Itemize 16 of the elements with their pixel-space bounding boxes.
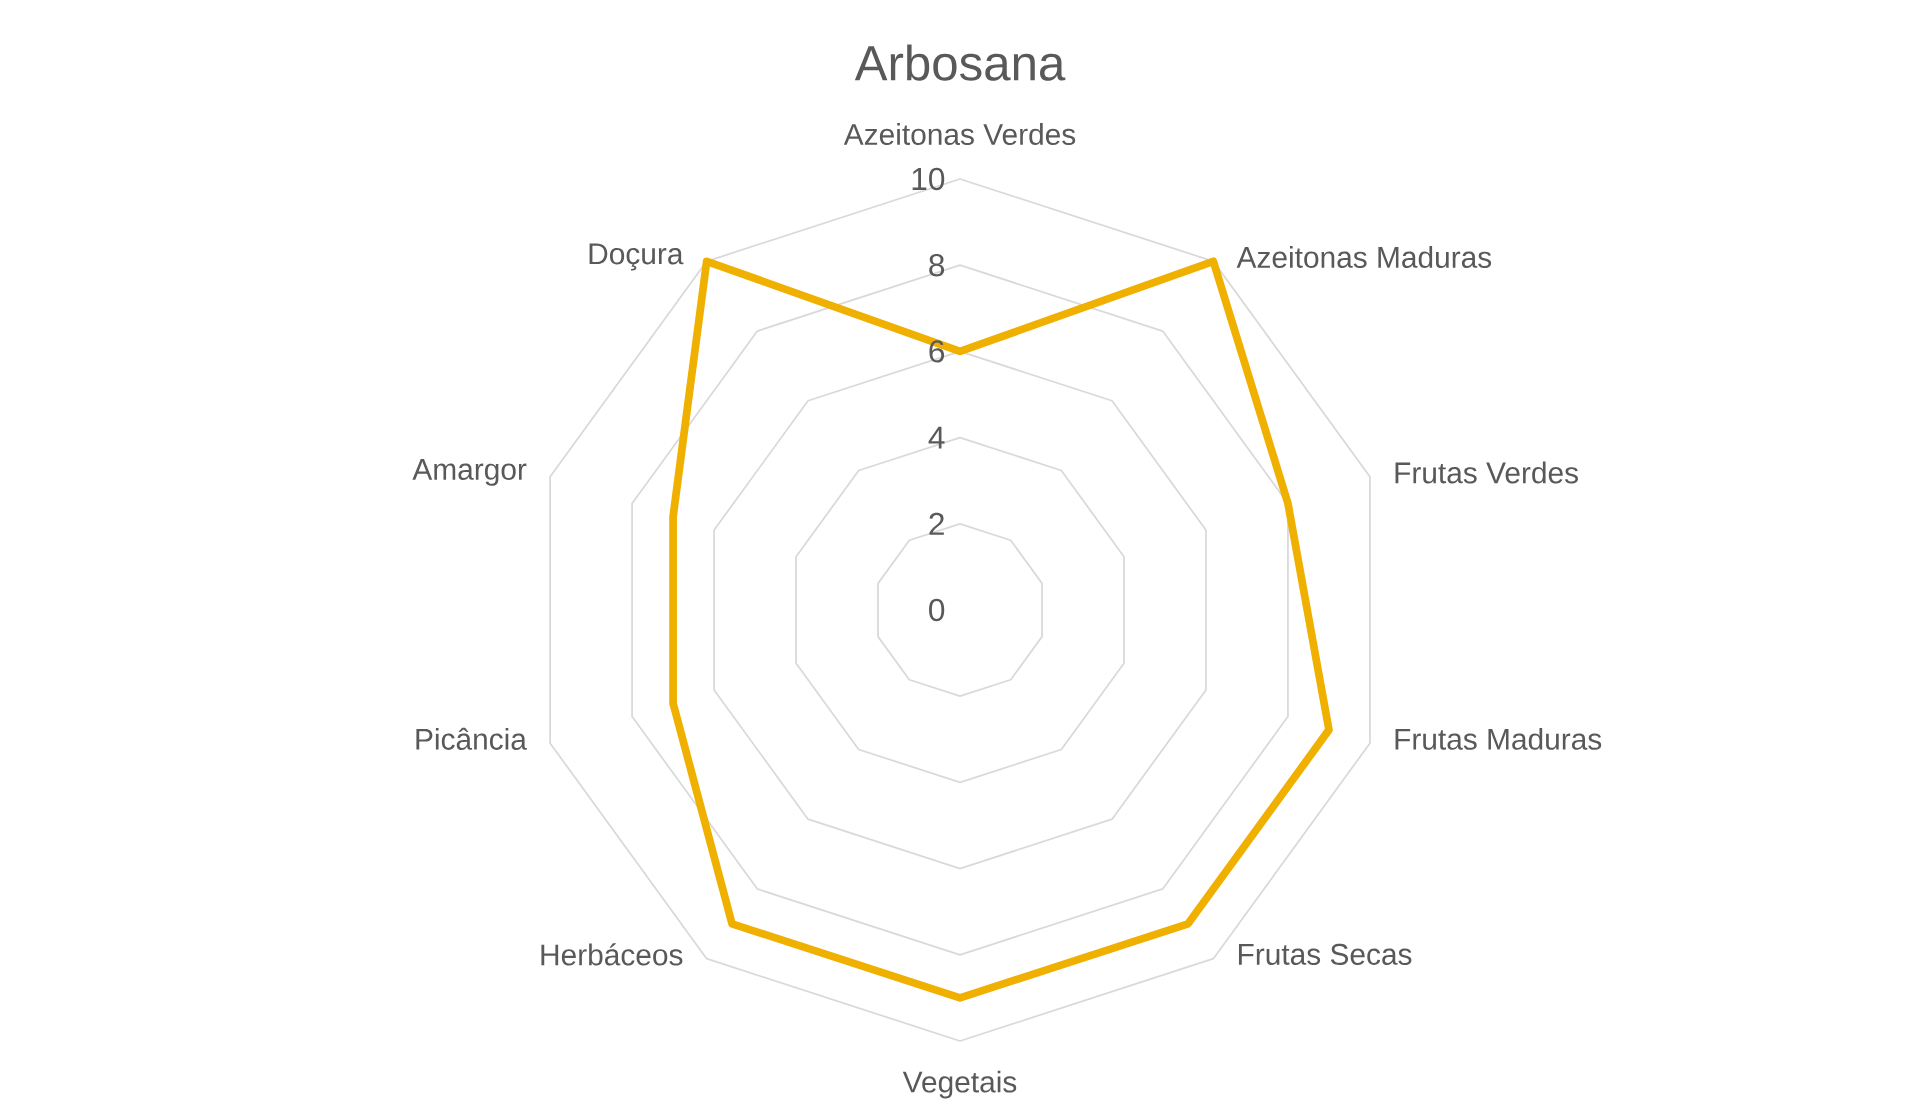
y-tick-label: 8 bbox=[929, 253, 945, 277]
spoke-label: Frutas Maduras bbox=[1395, 727, 1602, 750]
spoke-label: Doçura bbox=[589, 243, 684, 271]
spoke-label: Herbáceos bbox=[541, 943, 683, 966]
spoke-label: Amargor bbox=[412, 459, 527, 486]
spoke-label: Picância bbox=[416, 727, 527, 750]
chart-title: Arbosana bbox=[854, 44, 1066, 81]
spoke-label: Frutas Verdes bbox=[1395, 461, 1578, 484]
y-tick-label: 10 bbox=[912, 167, 945, 191]
spoke-label: Vegetais bbox=[902, 1070, 1017, 1099]
spoke-label: Azeitonas Maduras bbox=[1236, 246, 1492, 268]
y-tick-label: 4 bbox=[928, 426, 945, 449]
y-tick-label: 0 bbox=[929, 598, 945, 622]
spoke-label: Azeitonas Verdes bbox=[843, 123, 1076, 146]
y-tick-label: 2 bbox=[929, 512, 944, 535]
spoke-label: Frutas Secas bbox=[1238, 943, 1412, 965]
